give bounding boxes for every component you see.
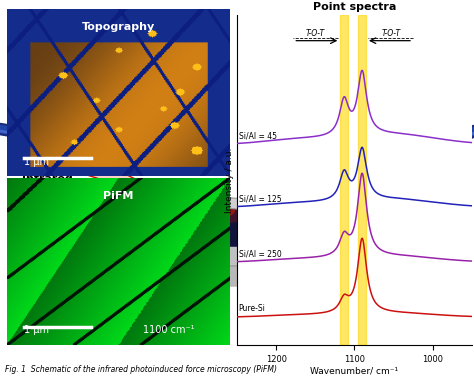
Text: 1 μm: 1 μm <box>24 325 49 335</box>
Text: T-O-T: T-O-T <box>306 29 325 38</box>
Polygon shape <box>70 266 380 285</box>
Ellipse shape <box>173 205 218 217</box>
Text: Si/Al = 250: Si/Al = 250 <box>238 249 281 258</box>
Text: Fig. 1  Schematic of the infrared photoinduced force microscopy (PiFM): Fig. 1 Schematic of the infrared photoin… <box>5 365 277 374</box>
Bar <box>358 15 366 345</box>
Polygon shape <box>70 201 380 227</box>
Text: 1100 cm⁻¹: 1100 cm⁻¹ <box>143 325 194 335</box>
Text: Si/Al = 45: Si/Al = 45 <box>238 132 276 141</box>
Text: Si/Al = 125: Si/Al = 125 <box>238 194 281 204</box>
Polygon shape <box>190 194 316 217</box>
Polygon shape <box>310 246 380 285</box>
Text: Cantilever: Cantilever <box>246 196 303 206</box>
Polygon shape <box>310 266 380 305</box>
Text: Zeolite film: Zeolite film <box>149 219 221 229</box>
Text: Substrate: Substrate <box>158 252 212 262</box>
Title: Point spectra: Point spectra <box>313 2 396 12</box>
Text: PiFM: PiFM <box>103 191 134 200</box>
Text: T-O-T: T-O-T <box>382 29 401 38</box>
Ellipse shape <box>135 196 255 226</box>
Polygon shape <box>42 133 196 209</box>
Polygon shape <box>70 201 310 246</box>
Ellipse shape <box>185 207 205 215</box>
Text: Pure-Si: Pure-Si <box>238 304 265 313</box>
X-axis label: Wavenumber/ cm⁻¹: Wavenumber/ cm⁻¹ <box>310 366 398 375</box>
Y-axis label: Intensity / a.u.: Intensity / a.u. <box>225 147 234 213</box>
Polygon shape <box>310 201 380 265</box>
Bar <box>340 15 348 345</box>
Ellipse shape <box>155 201 235 221</box>
Text: Feedback
laser: Feedback laser <box>408 169 467 191</box>
Polygon shape <box>70 266 310 286</box>
Text: Topography: Topography <box>82 22 155 32</box>
Text: 1 μm: 1 μm <box>24 157 49 166</box>
Polygon shape <box>70 246 380 265</box>
Text: Infrared
laser: Infrared laser <box>22 174 73 196</box>
Polygon shape <box>70 246 310 266</box>
